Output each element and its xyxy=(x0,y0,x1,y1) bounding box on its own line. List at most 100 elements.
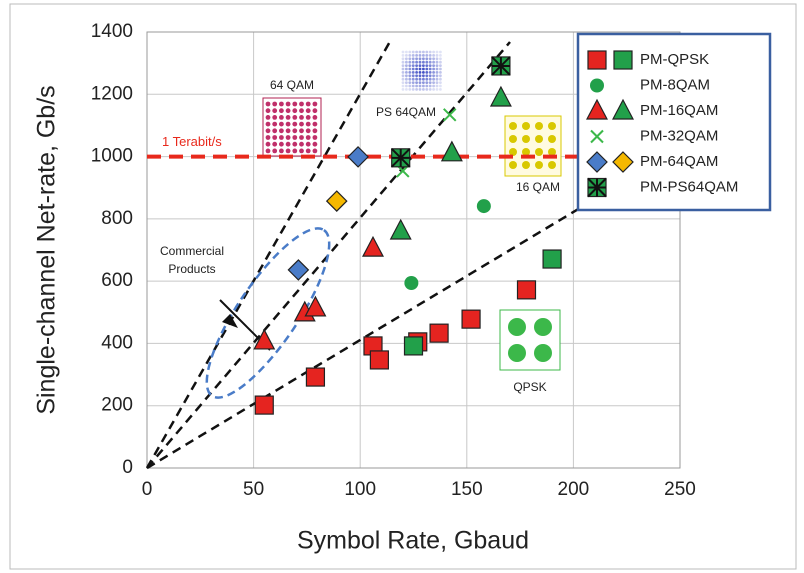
marker xyxy=(489,85,512,107)
constellation-dot xyxy=(405,88,408,91)
constellation-dot xyxy=(408,57,412,61)
constellation-dot xyxy=(432,88,435,91)
constellation-dot xyxy=(422,71,425,74)
constellation-dot xyxy=(535,161,543,169)
constellation-dot xyxy=(305,141,311,147)
constellation-dot xyxy=(305,135,311,140)
constellation-dot xyxy=(548,161,556,169)
y-tick-label: 400 xyxy=(101,332,133,353)
constellation-dot xyxy=(292,115,298,120)
decorations xyxy=(145,37,581,470)
marker-part xyxy=(516,280,537,300)
constellation-dot xyxy=(418,64,422,67)
marker xyxy=(612,151,634,173)
constellation-dot xyxy=(428,64,432,67)
constellation-dot xyxy=(292,121,298,127)
marker xyxy=(369,350,389,370)
constellation-dot xyxy=(265,141,271,147)
constellation-dot xyxy=(272,135,278,140)
inset-64qam xyxy=(262,97,322,157)
constellation-dot xyxy=(272,141,278,147)
constellation-dot xyxy=(405,54,408,57)
marker-part xyxy=(347,146,369,168)
marker-part xyxy=(613,50,633,70)
constellation-dot xyxy=(279,101,284,107)
marker xyxy=(612,98,634,120)
constellation-dot xyxy=(439,71,442,74)
legend: PM-QPSK PM-8QAM PM-16QAM PM-32QAM PM-64QAM PM… xyxy=(586,50,738,198)
marker-part xyxy=(612,98,634,120)
constellation-dot xyxy=(408,74,412,78)
marker-part xyxy=(489,85,512,107)
constellation-dot xyxy=(432,64,435,67)
constellation-dot xyxy=(312,128,318,134)
x-tick-label: 100 xyxy=(344,479,376,500)
x-axis-title: Symbol Rate, Gbaud xyxy=(297,527,529,555)
constellation-dot xyxy=(425,71,429,74)
constellation-dot xyxy=(272,121,278,127)
x-tick-label: 150 xyxy=(451,479,483,500)
constellation-dot xyxy=(415,54,418,57)
marker xyxy=(516,280,537,300)
marker-part xyxy=(254,395,274,415)
marker xyxy=(443,108,457,122)
constellation-dot xyxy=(405,84,408,88)
constellation-dot xyxy=(422,67,425,71)
annotation: Commercial xyxy=(160,244,224,258)
commercial-ellipse xyxy=(205,227,331,399)
y-tick-label: 200 xyxy=(101,395,133,416)
constellation-dot xyxy=(415,64,418,67)
constellation-dot xyxy=(411,71,415,74)
constellation-dot xyxy=(428,54,432,57)
constellation-dot xyxy=(408,77,412,81)
constellation-dot xyxy=(425,77,429,81)
annotation: Products xyxy=(168,262,215,276)
constellation-dot xyxy=(405,60,408,64)
constellation-dot xyxy=(401,64,405,67)
marker-part xyxy=(325,190,348,212)
constellation-dot xyxy=(422,81,425,84)
constellation-dot xyxy=(305,148,311,154)
marker-part xyxy=(612,151,634,173)
constellation-dot xyxy=(265,135,271,140)
constellation-dot xyxy=(272,148,278,154)
constellation-dot xyxy=(432,71,435,74)
constellation-dot xyxy=(548,148,556,156)
constellation-dot xyxy=(401,50,405,54)
marker-part xyxy=(389,218,412,240)
constellation-dot xyxy=(534,344,552,362)
constellation-dot xyxy=(312,148,318,154)
constellation-dot xyxy=(418,74,422,78)
constellation-dot xyxy=(305,101,311,107)
constellation-dot xyxy=(535,122,543,130)
constellation-dot xyxy=(299,121,304,127)
constellation-dot xyxy=(305,121,311,127)
constellation-dot xyxy=(411,64,415,67)
constellation-dot xyxy=(272,115,278,120)
marker xyxy=(586,98,608,120)
frame xyxy=(9,3,797,570)
constellation-dot xyxy=(305,115,311,120)
constellation-dot xyxy=(522,161,530,169)
y-tick-label: 0 xyxy=(122,457,133,478)
constellation-dot xyxy=(435,84,439,88)
constellation-dot xyxy=(299,141,304,147)
constellation-dot xyxy=(435,64,439,67)
constellation-dot xyxy=(428,77,432,81)
constellation-dot xyxy=(418,81,422,84)
constellation-dot xyxy=(439,74,442,78)
constellation-dot xyxy=(299,101,304,107)
constellation-dot xyxy=(411,77,415,81)
constellation-dot xyxy=(411,57,415,61)
constellation-dot xyxy=(265,101,271,107)
constellation-dot xyxy=(435,77,439,81)
constellation-dot xyxy=(422,88,425,91)
constellation-dot xyxy=(522,135,530,143)
marker-part xyxy=(590,129,604,144)
constellation-dot xyxy=(401,81,405,84)
constellation-dot xyxy=(312,101,318,107)
marker xyxy=(347,146,369,168)
marker xyxy=(476,199,491,214)
marker xyxy=(403,336,424,356)
